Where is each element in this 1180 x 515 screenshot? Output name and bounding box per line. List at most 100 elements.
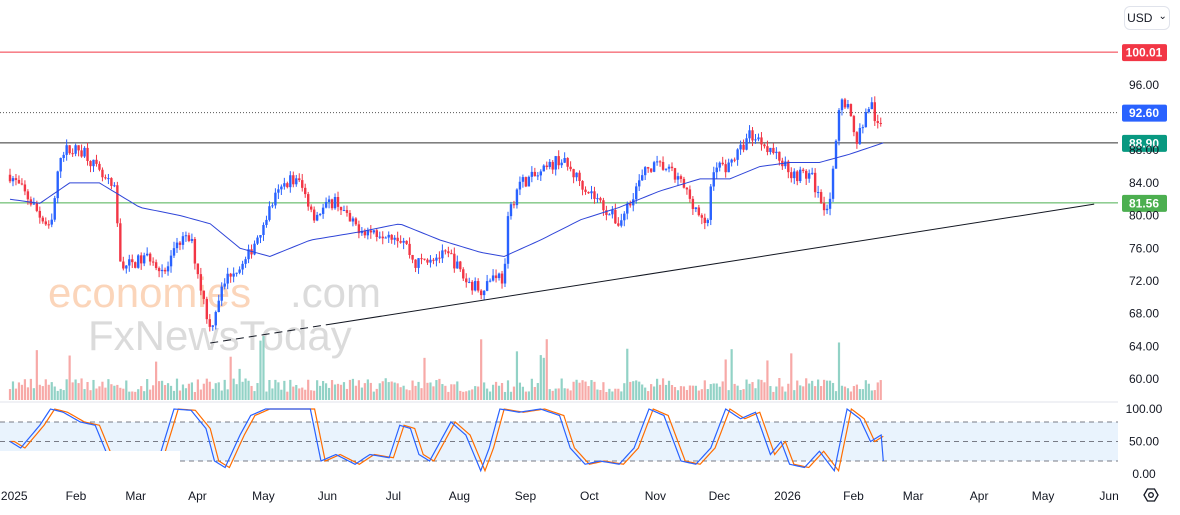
volume-bar <box>581 380 584 400</box>
candle <box>50 219 53 225</box>
candle <box>438 257 441 259</box>
volume-bar <box>190 382 194 400</box>
trendline-dashed[interactable] <box>210 323 331 344</box>
candle <box>643 167 647 176</box>
volume-bar <box>244 378 247 400</box>
candle <box>536 175 540 177</box>
trendline[interactable] <box>210 203 1095 344</box>
candle <box>119 223 122 262</box>
volume-bar <box>814 386 817 400</box>
candle <box>41 217 45 222</box>
settings-icon[interactable] <box>1143 488 1159 502</box>
candle <box>599 198 602 201</box>
volume-bar <box>172 390 176 400</box>
candle <box>327 199 331 202</box>
candle <box>333 196 337 209</box>
volume-bar <box>217 382 220 400</box>
candle <box>339 206 343 211</box>
volume-bar <box>53 386 56 400</box>
volume-bar <box>265 391 268 400</box>
candle <box>590 191 593 194</box>
candle <box>476 281 480 291</box>
price-tick: 84.00 <box>1129 176 1159 190</box>
volume-bar <box>169 385 173 400</box>
volume-bar <box>808 383 811 400</box>
candle <box>354 218 358 225</box>
volume-bar <box>509 391 513 400</box>
candle <box>426 259 429 263</box>
candle <box>83 147 86 157</box>
volume-bar <box>575 379 578 400</box>
candle <box>98 163 101 170</box>
candle <box>766 146 769 153</box>
level-label: 100.01 <box>1126 46 1163 60</box>
candle <box>775 151 778 154</box>
volume-bar <box>366 379 369 400</box>
candle <box>375 230 378 238</box>
candle <box>95 159 98 164</box>
trendline-solid[interactable] <box>329 203 1095 325</box>
volume-bar <box>113 385 116 400</box>
volume-bar <box>876 382 879 400</box>
volume-bar <box>536 383 539 400</box>
candle <box>664 168 668 170</box>
volume-bar <box>38 384 41 400</box>
volume-bar <box>107 379 110 400</box>
candle <box>551 161 554 170</box>
candle <box>110 178 113 186</box>
volume-bar <box>137 389 140 400</box>
stochastic-panel <box>0 407 1118 473</box>
volume-bar <box>766 360 769 400</box>
candle <box>760 137 763 145</box>
volume-bar <box>220 390 223 400</box>
volume-bar <box>271 388 274 400</box>
volume-bar <box>578 382 581 400</box>
candle <box>646 167 650 169</box>
time-tick: Jun <box>318 489 337 503</box>
volume-bar <box>181 384 185 400</box>
candle <box>107 178 110 180</box>
candle <box>652 162 656 172</box>
volume-bar <box>626 348 629 400</box>
candle <box>676 176 680 180</box>
candle <box>497 273 501 279</box>
candle <box>363 231 367 236</box>
volume-bar <box>196 379 199 400</box>
volume-bar <box>703 380 706 400</box>
candle <box>223 283 226 287</box>
time-axis[interactable]: 2025 Feb Mar Apr May Jun Jul Aug Sep Oct Nov Dec 202… <box>1 489 1119 503</box>
candle <box>26 191 30 200</box>
candle <box>226 273 229 284</box>
candle <box>160 269 164 272</box>
volume-bar <box>339 384 343 400</box>
candle <box>626 203 629 214</box>
volume-bar <box>796 380 799 400</box>
volume-bar <box>324 383 328 400</box>
price-axis[interactable]: 100.01 92.60 88.90 81.56 96.00 88.00 84.00 80.0… <box>1122 44 1167 481</box>
volume-bar <box>11 381 15 400</box>
candle <box>465 278 468 283</box>
time-tick: Apr <box>188 489 207 503</box>
candle <box>560 162 563 166</box>
volume-bar <box>307 379 310 400</box>
currency-selector[interactable]: USD ⌄ <box>1124 6 1170 30</box>
volume-bar <box>277 382 280 400</box>
candle <box>196 263 200 275</box>
volume-bar <box>429 382 432 400</box>
candle <box>280 186 283 190</box>
volume-bar <box>551 390 554 400</box>
level-label: 81.56 <box>1129 196 1159 210</box>
volume-bar <box>569 390 572 400</box>
candle <box>435 257 438 261</box>
candle <box>247 249 250 260</box>
volume-bar <box>491 384 495 400</box>
candle <box>175 242 179 249</box>
volume-bar <box>620 391 623 400</box>
volume-bar <box>387 382 390 400</box>
volume-bar <box>664 384 668 400</box>
candle <box>140 255 143 264</box>
volume-bar <box>253 391 256 400</box>
volume-bar <box>369 382 372 400</box>
volume-bar <box>635 380 638 400</box>
